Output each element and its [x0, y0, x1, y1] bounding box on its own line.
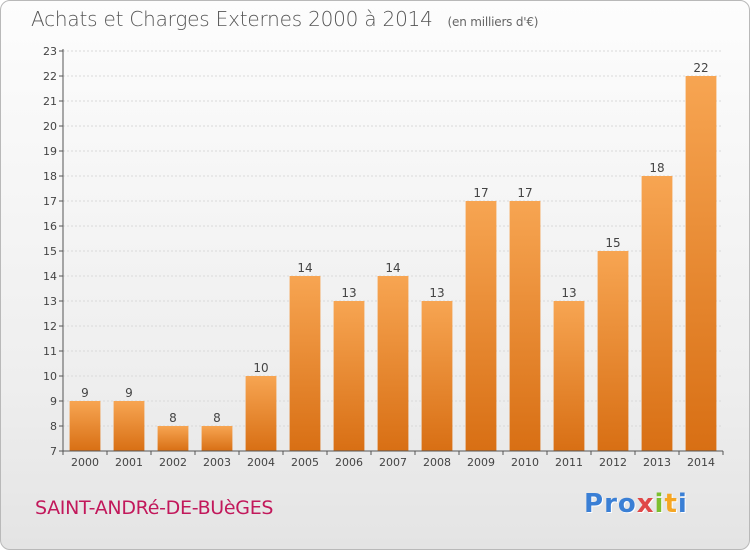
x-tick-label: 2008: [423, 456, 451, 469]
bar-2014: [685, 76, 717, 451]
data-label: 8: [213, 411, 221, 425]
bar-2002: [157, 426, 189, 451]
x-tick-label: 2009: [467, 456, 495, 469]
y-tick-label: 14: [43, 270, 57, 283]
data-label: 17: [517, 186, 532, 200]
x-tick-label: 2013: [643, 456, 671, 469]
chart-title-text: Achats et Charges Externes 2000 à 2014: [31, 7, 433, 31]
bar-2012: [597, 251, 629, 451]
data-label: 15: [605, 236, 620, 250]
bar-2005: [289, 276, 321, 451]
data-label: 13: [341, 286, 356, 300]
chart-title: Achats et Charges Externes 2000 à 2014 (…: [31, 7, 538, 31]
x-tick-label: 2006: [335, 456, 363, 469]
commune-name: SAINT-ANDRé-DE-BUèGES: [35, 497, 274, 519]
y-tick-label: 10: [43, 370, 57, 383]
bar-2000: [69, 401, 101, 451]
data-label: 13: [429, 286, 444, 300]
bar-2013: [641, 176, 673, 451]
y-tick-label: 8: [50, 420, 57, 433]
data-label: 10: [253, 361, 268, 375]
data-label: 18: [649, 161, 664, 175]
data-label: 14: [297, 261, 312, 275]
bar-2010: [509, 201, 541, 451]
bar-2007: [377, 276, 409, 451]
y-tick-label: 22: [43, 70, 57, 83]
logo-letter: i: [654, 489, 665, 519]
y-tick-label: 7: [50, 445, 57, 458]
proxiti-logo: Proxiti: [584, 489, 688, 519]
y-tick-label: 19: [43, 145, 57, 158]
data-label: 9: [125, 386, 133, 400]
logo-letter: P: [584, 489, 605, 519]
data-label: 9: [81, 386, 89, 400]
bar-2004: [245, 376, 277, 451]
bar-2006: [333, 301, 365, 451]
chart-unit: (en milliers d'€): [447, 15, 539, 29]
y-tick-label: 12: [43, 320, 57, 333]
x-tick-label: 2011: [555, 456, 583, 469]
logo-letter: o: [617, 489, 637, 519]
grid-lines: [63, 50, 723, 427]
y-tick-label: 18: [43, 170, 57, 183]
x-tick-label: 2001: [115, 456, 143, 469]
logo-letter: i: [677, 489, 688, 519]
logo-letter: x: [636, 489, 655, 519]
bars: 9 9 8 8 10 14 13 14 13 17 17 13 15 18 22: [69, 61, 717, 451]
x-tick-label: 2012: [599, 456, 627, 469]
y-tick-label: 15: [43, 245, 57, 258]
x-tick-label: 2004: [247, 456, 275, 469]
x-tick-label: 2005: [291, 456, 319, 469]
data-label: 17: [473, 186, 488, 200]
bar-2008: [421, 301, 453, 451]
y-tick-label: 9: [50, 395, 57, 408]
bar-2003: [201, 426, 233, 451]
y-tick-label: 23: [43, 45, 57, 58]
logo-letter: r: [604, 489, 618, 519]
y-tick-label: 21: [43, 95, 57, 108]
data-label: 22: [693, 61, 708, 75]
bar-2011: [553, 301, 585, 451]
x-tick-label: 2010: [511, 456, 539, 469]
axes: 7 8 9 10 11 12 13 14 15 16 17 18 19 20 21 22 23 2000 2001 2…: [43, 45, 724, 469]
y-tick-label: 11: [43, 345, 57, 358]
data-label: 13: [561, 286, 576, 300]
bar-2001: [113, 401, 145, 451]
y-tick-label: 16: [43, 220, 57, 233]
x-tick-label: 2007: [379, 456, 407, 469]
x-tick-label: 2000: [71, 456, 99, 469]
y-tick-label: 17: [43, 195, 57, 208]
y-tick-label: 13: [43, 295, 57, 308]
x-tick-label: 2002: [159, 456, 187, 469]
bar-2009: [465, 201, 497, 451]
data-label: 8: [169, 411, 177, 425]
x-tick-label: 2014: [687, 456, 715, 469]
data-label: 14: [385, 261, 400, 275]
x-tick-label: 2003: [203, 456, 231, 469]
y-tick-label: 20: [43, 120, 57, 133]
logo-letter: t: [664, 489, 678, 519]
